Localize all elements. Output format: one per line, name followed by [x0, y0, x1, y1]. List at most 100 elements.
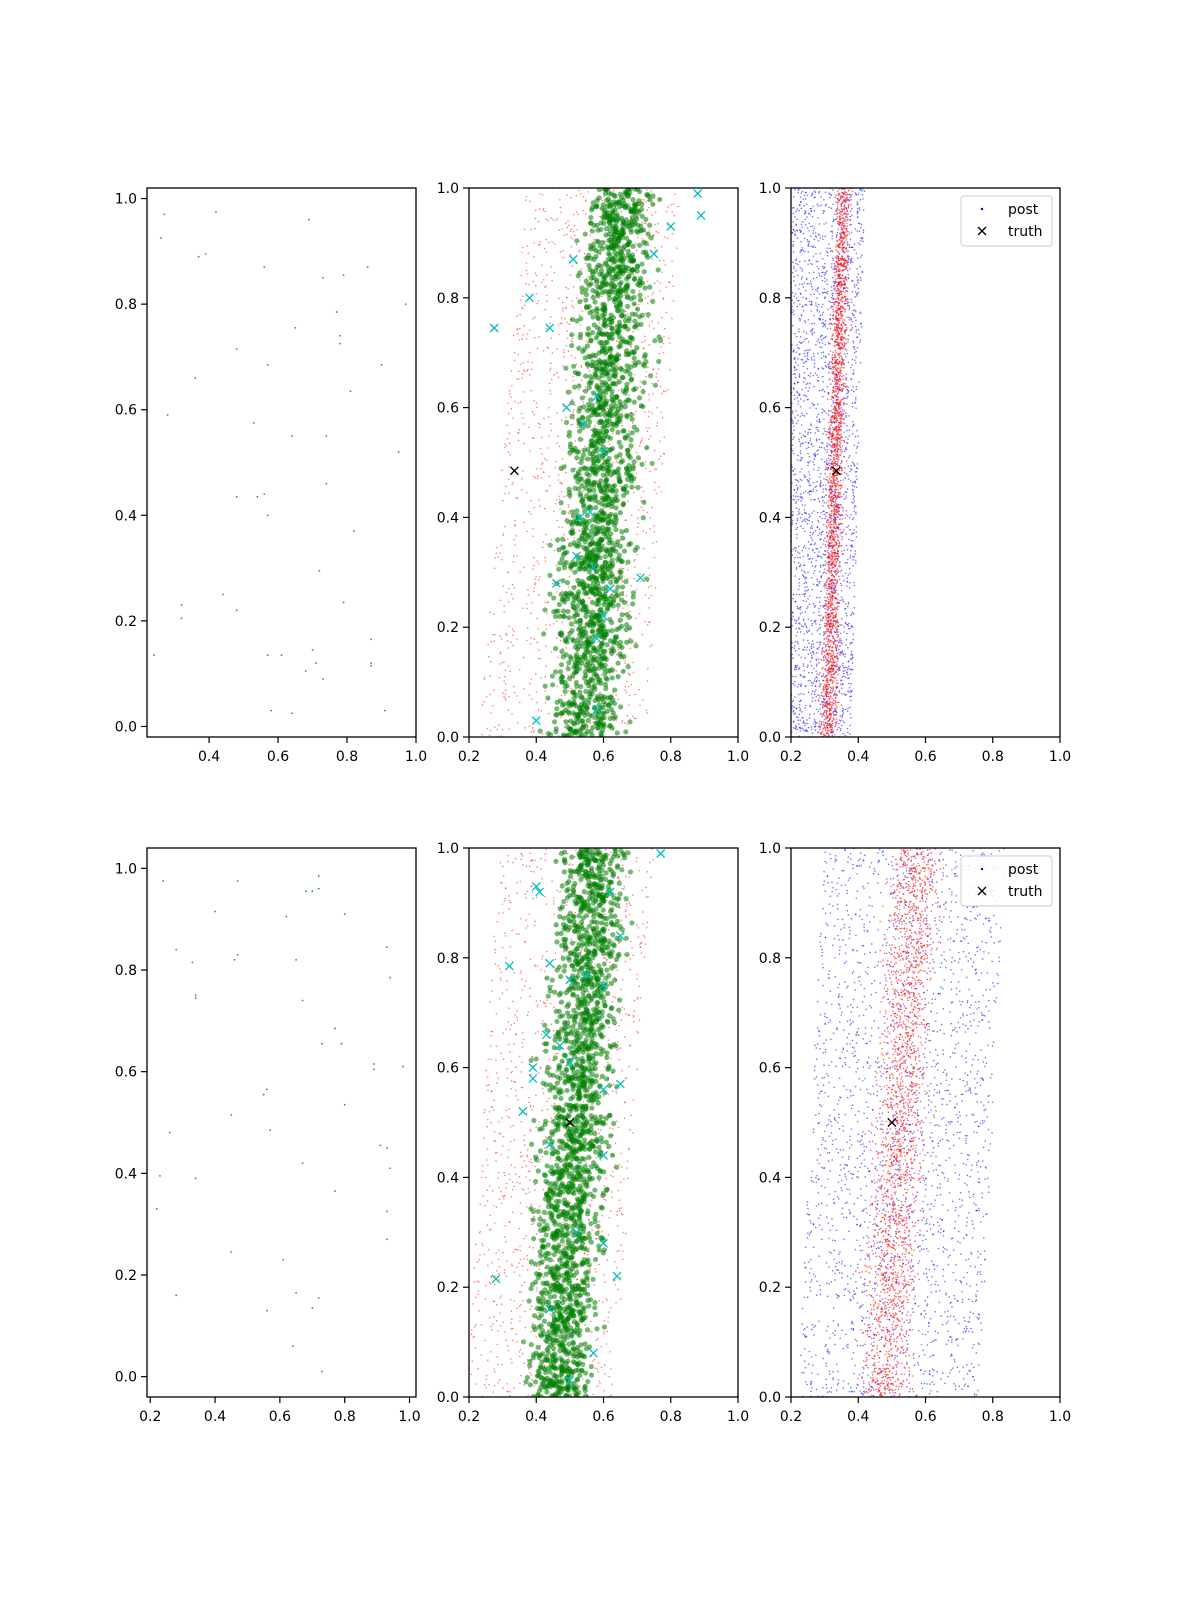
post-point — [845, 416, 847, 418]
post-point — [799, 251, 802, 254]
post-point — [846, 515, 849, 517]
prior-point — [566, 664, 569, 667]
post-point — [802, 599, 805, 602]
prior-point — [501, 728, 504, 731]
prior-point — [583, 252, 586, 255]
post-point — [839, 715, 842, 717]
chain-point — [626, 315, 632, 321]
prior-point — [572, 341, 574, 343]
post-point — [851, 654, 854, 656]
post-point — [830, 296, 833, 299]
prior-point — [538, 243, 541, 246]
prior-point — [505, 591, 508, 594]
prior-point — [566, 522, 569, 525]
prior-point — [670, 204, 672, 206]
prior-point — [533, 242, 536, 244]
chain-point — [569, 400, 575, 406]
post-point — [852, 369, 855, 371]
post-point — [847, 264, 849, 266]
prior-point — [671, 274, 674, 277]
post-point — [853, 248, 856, 251]
chain-point — [640, 515, 646, 521]
chain-point — [580, 536, 586, 542]
post-point — [822, 322, 825, 324]
post-point — [794, 478, 797, 481]
chain-point — [625, 252, 631, 258]
post-point — [827, 341, 830, 344]
post-point — [831, 235, 834, 237]
chain-point — [628, 437, 634, 443]
prior-point — [628, 430, 630, 432]
post-point — [850, 699, 852, 702]
post-point — [816, 663, 818, 666]
prior-point — [567, 506, 570, 508]
post-point — [847, 603, 850, 605]
post-point — [825, 461, 828, 464]
obs-point — [163, 213, 166, 216]
prior-point — [526, 607, 528, 610]
chain-point — [571, 701, 577, 707]
post-point — [798, 565, 801, 568]
post-point — [801, 625, 803, 627]
post-point — [791, 646, 793, 649]
obs-point — [235, 609, 238, 612]
prior-point — [655, 372, 658, 375]
post-point — [794, 495, 797, 498]
post-point — [821, 408, 824, 410]
chain-point — [625, 559, 631, 565]
prior-point — [640, 580, 642, 582]
cyan-x-marker — [572, 551, 582, 561]
prior-point — [542, 350, 545, 352]
chain-point — [594, 412, 601, 418]
prior-point — [563, 356, 565, 358]
prior-point — [570, 424, 572, 426]
post-point — [791, 419, 794, 422]
post-point — [850, 319, 853, 321]
post-point — [862, 198, 864, 200]
post-point — [855, 399, 857, 401]
prior-point — [575, 243, 578, 246]
chain-point — [601, 304, 607, 310]
post-point — [815, 304, 817, 306]
post-point — [803, 352, 806, 355]
chain-point — [625, 664, 631, 670]
post-point — [811, 672, 813, 674]
post-point — [806, 719, 808, 721]
chain-point — [631, 294, 637, 300]
prior-point — [582, 209, 584, 212]
chain-point — [591, 322, 597, 328]
post-point — [814, 498, 816, 501]
chain-point — [592, 352, 599, 359]
prior-point — [646, 209, 649, 211]
post-point — [839, 720, 842, 722]
chain-point — [551, 595, 557, 601]
post-point — [826, 251, 829, 254]
post-point — [800, 358, 803, 361]
chain-point — [603, 226, 610, 232]
prior-point — [532, 535, 534, 538]
post-point — [812, 682, 814, 685]
chain-point — [566, 732, 572, 737]
post-point — [792, 206, 795, 209]
post-point — [803, 511, 806, 514]
prior-point — [625, 680, 628, 683]
chain-point — [625, 293, 631, 299]
prior-point — [587, 596, 590, 599]
post-point — [796, 218, 798, 221]
chain-point — [596, 188, 602, 193]
post-point — [791, 521, 794, 524]
prior-point — [500, 558, 503, 561]
chain-point — [636, 395, 643, 401]
prior-point — [522, 391, 525, 393]
prior-point — [555, 499, 558, 501]
chain-point — [616, 327, 622, 334]
post-point — [840, 693, 843, 695]
post-point — [813, 551, 816, 554]
prior-point — [545, 218, 547, 220]
prior-point — [654, 468, 656, 470]
post-point — [799, 608, 802, 611]
post-point — [842, 378, 845, 380]
chain-point — [576, 589, 582, 595]
prior-point — [561, 307, 564, 310]
prior-point — [499, 663, 501, 665]
